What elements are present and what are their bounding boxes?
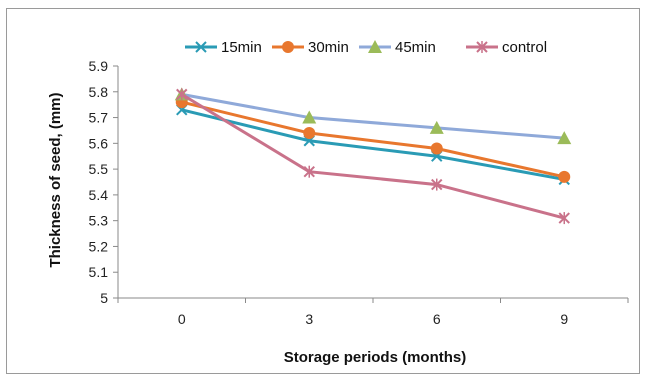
data-point-45min: [557, 131, 572, 145]
y-tick-label: 5.9: [89, 58, 109, 74]
data-point-control: [303, 165, 315, 178]
series-layer: [174, 87, 572, 225]
data-point-30min: [303, 127, 316, 140]
x-tick-labels: 0 3 6 9: [178, 311, 569, 327]
y-tick-label: 5.7: [89, 110, 109, 126]
legend-marker: [368, 40, 382, 53]
x-tick-label: 3: [305, 311, 313, 327]
chart-frame: [6, 8, 640, 374]
legend-marker: [476, 41, 488, 53]
legend-marker: [282, 41, 294, 53]
legend-label: 15min: [221, 39, 262, 56]
y-tick-label: 5.1: [89, 264, 109, 280]
data-point-control: [431, 178, 443, 191]
data-point-30min: [430, 142, 443, 155]
y-tick-label: 5.3: [89, 213, 109, 229]
x-tick-label: 9: [560, 311, 568, 327]
data-point-45min: [429, 120, 444, 134]
legend-marker: [195, 41, 207, 53]
data-point-45min: [302, 110, 317, 124]
legend-item-30min: 30min: [272, 39, 349, 56]
data-point-control: [558, 212, 570, 225]
series-15min: [176, 104, 570, 186]
data-point-control: [176, 88, 188, 101]
series-line-15min: [181, 108, 565, 181]
legend-label: 45min: [395, 39, 436, 56]
legend: 15min 30min 45min control: [185, 39, 547, 56]
y-tick-label: 5.8: [89, 84, 109, 100]
y-tick-label: 5.5: [89, 161, 109, 177]
series-line-30min: [181, 100, 565, 179]
data-point-30min: [558, 170, 571, 183]
series-30min: [175, 96, 571, 183]
y-tick-labels: 5 5.1 5.2 5.3 5.4 5.5 5.6 5.7 5.8 5.9: [89, 58, 109, 306]
legend-item-45min: 45min: [359, 39, 436, 56]
x-axis-title: Storage periods (months): [284, 349, 467, 366]
x-tick-label: 6: [433, 311, 441, 327]
y-axis-title: Thickness of seed, (mm): [47, 92, 64, 267]
series-line-control: [180, 93, 565, 220]
series-control: [176, 88, 570, 225]
legend-label: 30min: [308, 39, 349, 56]
y-tick-label: 5.6: [89, 135, 109, 151]
y-tick-label: 5.4: [89, 187, 109, 203]
y-tick-label: 5.2: [89, 238, 109, 254]
axes: [113, 65, 629, 303]
legend-item-control: control: [466, 39, 547, 56]
x-tick-label: 0: [178, 311, 186, 327]
legend-label: control: [502, 39, 547, 56]
legend-item-15min: 15min: [185, 39, 262, 56]
series-line-45min: [181, 92, 565, 140]
y-tick-label: 5: [100, 290, 108, 306]
